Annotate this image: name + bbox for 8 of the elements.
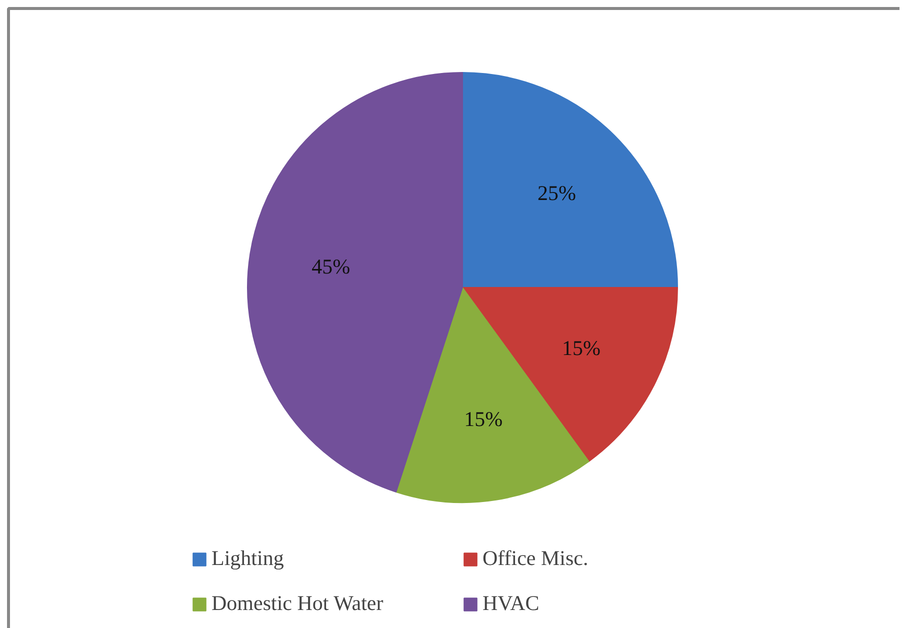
legend-label: Office Misc. — [482, 546, 590, 571]
data-label: 15% — [464, 407, 503, 432]
data-label: 15% — [562, 336, 601, 360]
data-label: 45% — [312, 254, 350, 279]
legend-label: HVAC — [482, 591, 540, 616]
legend-label: Lighting — [212, 546, 285, 571]
data-label: 25% — [538, 181, 576, 206]
legend-label: Domestic Hot Water — [212, 591, 384, 616]
